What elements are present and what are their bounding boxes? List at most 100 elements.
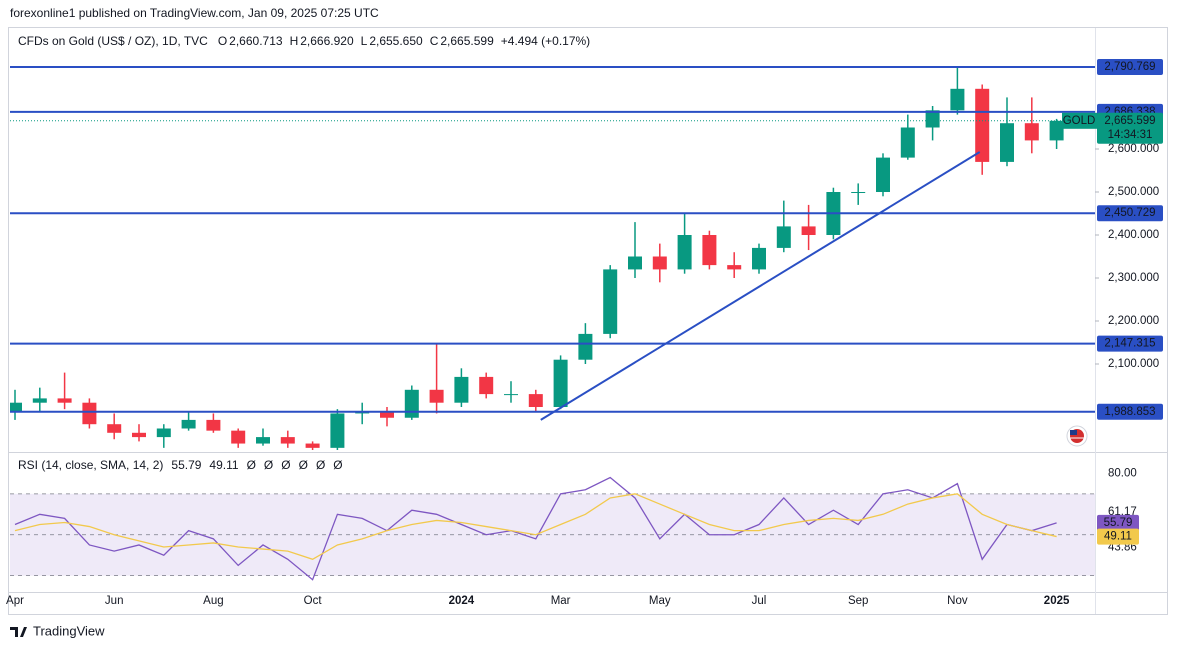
candle-body <box>305 443 320 448</box>
ohlc-key: L <box>361 34 368 48</box>
level-tag <box>1097 205 1163 222</box>
level-label: 2,147.315 <box>1104 338 1155 350</box>
candle-body <box>727 265 742 270</box>
header-line: CFDs on Gold (US$ / OZ), 1D, TVC <box>18 34 208 48</box>
value-tag <box>1097 528 1139 545</box>
status-icon: Ø <box>281 458 290 472</box>
y-tick-label: 2,400.000 <box>1108 229 1159 241</box>
flag-icon <box>1066 425 1088 447</box>
candle-body <box>330 413 345 448</box>
symbol-tag <box>1062 112 1097 129</box>
candle-body <box>752 247 766 270</box>
candle-body <box>851 192 866 194</box>
level-tag <box>1097 58 1163 75</box>
ohlc-key: C <box>430 34 439 48</box>
candle-body <box>57 398 72 403</box>
value-tag-label: 55.79 <box>1104 517 1133 529</box>
price-tag <box>1097 112 1163 144</box>
candle-body <box>1024 123 1039 141</box>
candle-body <box>107 424 122 433</box>
candle-body <box>652 256 667 270</box>
y-tick-label: 2,500.000 <box>1108 186 1159 198</box>
status-icon: Ø <box>264 458 273 472</box>
x-tick-label: Sep <box>848 595 868 607</box>
candle-body <box>10 402 22 412</box>
x-tick-label: May <box>649 595 671 607</box>
level-tag <box>1097 403 1163 420</box>
ohlc-value: 2,666.920 <box>300 34 354 48</box>
candle-body <box>677 235 692 270</box>
candle-body <box>380 411 394 418</box>
candle-body <box>876 157 890 193</box>
rsi-line <box>14 476 1057 581</box>
status-icon: Ø <box>299 458 308 472</box>
price-pane <box>10 65 1095 450</box>
level-label: 2,790.769 <box>1104 61 1155 73</box>
candle-body <box>156 428 171 438</box>
value-tag <box>1097 514 1139 531</box>
candle-body <box>132 432 146 438</box>
level-label: 1,988.853 <box>1104 406 1155 418</box>
x-tick-label: Jul <box>752 595 767 607</box>
brand: TradingView <box>33 623 105 638</box>
candle-body <box>900 127 915 158</box>
rsi-value: 55.79 <box>171 458 201 472</box>
candle-body <box>181 419 196 429</box>
symbol-label: GOLD <box>1063 115 1096 127</box>
x-tick-label: Aug <box>203 595 223 607</box>
level-tag <box>1097 335 1163 352</box>
candle-body <box>553 359 568 408</box>
ohlc-key: H <box>290 34 299 48</box>
candle-body <box>528 394 543 408</box>
chart-frame <box>8 27 1168 615</box>
change: +4.494 (+0.17%) <box>501 34 590 48</box>
candle-body <box>206 419 221 431</box>
ohlc-key: O <box>218 34 227 48</box>
candle-body <box>950 88 965 111</box>
candle-body <box>702 235 717 266</box>
symbol-title: CFDs on Gold (US$ / OZ), 1D, TVC <box>18 34 208 48</box>
candle-body <box>256 437 270 444</box>
logo: TradingView <box>10 623 105 638</box>
candle-body <box>504 394 518 396</box>
y-tick-label: 2,200.000 <box>1108 315 1159 327</box>
status-icon: Ø <box>333 458 342 472</box>
value-tag-label: 49.11 <box>1104 531 1132 543</box>
rsi-title: RSI (14, close, SMA, 14, 2) <box>18 458 163 472</box>
x-tick-label: Apr <box>6 595 24 607</box>
candle-body <box>280 437 295 444</box>
x-tick-label: Oct <box>304 595 323 607</box>
rsi-value: 49.11 <box>209 458 238 472</box>
price-label: 2,665.599 <box>1104 115 1155 127</box>
candle-body <box>82 402 97 425</box>
rsi-line <box>14 493 1057 560</box>
candle-body <box>578 333 593 360</box>
candle-body <box>404 389 419 418</box>
y-tick-label: 80.00 <box>1108 467 1137 479</box>
status-icon: Ø <box>247 458 256 472</box>
x-tick-label: Jun <box>105 595 124 607</box>
candle-body <box>975 88 990 162</box>
candle-body <box>925 110 940 128</box>
y-tick-label: 2,600.000 <box>1108 143 1159 155</box>
candle-body <box>603 269 618 334</box>
ohlc-value: 2,665.599 <box>440 34 494 48</box>
x-tick-label: Mar <box>551 595 571 607</box>
candle-body <box>32 398 47 403</box>
trendline <box>540 151 981 421</box>
y-tick-label: 2,100.000 <box>1108 358 1159 370</box>
byline: forexonline1 published on TradingView.co… <box>10 6 379 20</box>
x-tick-label: 2024 <box>449 595 475 607</box>
y-tick-label: 2,300.000 <box>1108 272 1159 284</box>
candle-body <box>1000 123 1014 162</box>
candle-body <box>776 226 791 248</box>
candle-body <box>628 256 642 270</box>
x-tick-label: 2025 <box>1044 595 1070 607</box>
x-tick-label: Nov <box>947 595 968 607</box>
candle-body <box>429 389 444 403</box>
candle-body <box>801 226 816 236</box>
candle-body <box>454 376 469 403</box>
countdown: 14:34:31 <box>1108 129 1153 141</box>
